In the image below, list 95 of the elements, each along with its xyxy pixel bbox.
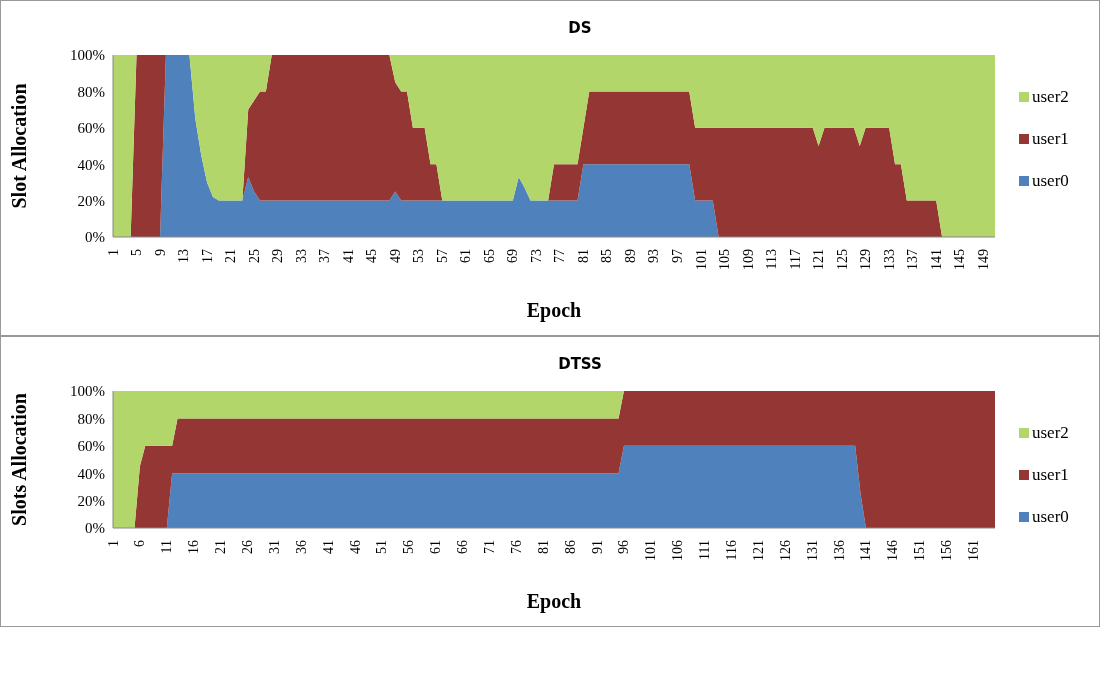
x-tick-label: 121 [811,249,827,270]
y-tick-label: 0% [85,520,105,537]
x-tick-label: 9 [152,249,168,256]
x-tick-label: 17 [199,249,215,263]
x-tick-label: 51 [374,540,390,554]
x-tick-label: 57 [434,249,450,263]
x-tick-label: 106 [670,540,686,561]
x-tick-label: 16 [186,540,202,554]
x-tick-label: 117 [787,249,803,270]
x-tick-label: 1 [105,540,121,547]
x-tick-label: 101 [693,249,709,270]
y-axis-title: Slots Allocation [8,393,31,526]
x-tick-label: 149 [975,249,991,270]
x-tick-label: 21 [213,540,229,554]
x-tick-label: 125 [834,249,850,270]
legend-label: user1 [1032,465,1069,485]
legend-label: user0 [1032,171,1069,191]
x-tick-label: 61 [428,540,444,554]
x-tick-label: 37 [317,249,333,263]
x-tick-label: 77 [552,249,568,263]
x-tick-label: 11 [159,540,175,554]
x-tick-label: 81 [535,540,551,554]
legend-label: user1 [1032,129,1069,149]
x-tick-label: 33 [293,249,309,263]
x-tick-label: 141 [928,249,944,270]
x-tick-label: 85 [599,249,615,263]
x-tick-label: 136 [831,540,847,561]
x-tick-label: 46 [347,540,363,554]
x-tick-label: 25 [246,249,262,263]
legend-label: user2 [1032,87,1069,107]
x-tick-label: 131 [804,540,820,561]
x-tick-label: 56 [401,540,417,554]
x-tick-label: 29 [270,249,286,263]
x-tick-label: 36 [293,540,309,554]
y-tick-label: 100% [70,383,105,400]
x-tick-label: 156 [939,540,955,561]
x-tick-label: 146 [885,540,901,561]
x-tick-label: 6 [132,540,148,547]
y-axis-title: Slot Allocation [8,83,31,209]
x-axis-title: Epoch [526,299,582,322]
y-tick-label: 0% [85,229,105,246]
y-tick-label: 20% [77,192,105,209]
y-tick-label: 80% [77,410,105,427]
x-tick-label: 116 [723,540,739,561]
x-tick-label: 91 [589,540,605,554]
legend-label: user0 [1032,507,1069,527]
x-tick-label: 133 [881,249,897,270]
legend-label: user2 [1032,423,1069,443]
x-tick-label: 145 [952,249,968,270]
x-tick-label: 13 [176,249,192,263]
x-tick-label: 81 [575,249,591,263]
x-tick-label: 1 [105,249,121,256]
x-tick-label: 73 [528,249,544,263]
chart-title: DS [567,19,593,37]
x-tick-label: 21 [223,249,239,263]
chart-title: DTSS [557,355,603,373]
x-tick-label: 53 [411,249,427,263]
x-tick-label: 66 [455,540,471,554]
y-tick-label: 40% [77,156,105,173]
x-tick-label: 45 [364,249,380,263]
x-tick-label: 5 [129,249,145,256]
x-tick-label: 137 [905,249,921,270]
x-tick-label: 161 [965,540,981,561]
x-tick-label: 89 [622,249,638,263]
x-tick-label: 151 [912,540,928,561]
y-tick-label: 20% [77,492,105,509]
x-tick-label: 41 [320,540,336,554]
x-tick-label: 31 [266,540,282,554]
y-tick-label: 40% [77,465,105,482]
x-tick-label: 101 [643,540,659,561]
x-tick-label: 109 [740,249,756,270]
x-tick-label: 76 [508,540,524,554]
x-tick-label: 129 [858,249,874,270]
x-tick-label: 71 [481,540,497,554]
x-tick-label: 26 [239,540,255,554]
x-tick-label: 49 [387,249,403,263]
x-tick-label: 141 [858,540,874,561]
x-tick-label: 121 [750,540,766,561]
x-tick-label: 113 [764,249,780,270]
y-tick-label: 100% [70,47,105,64]
x-tick-label: 96 [616,540,632,554]
x-tick-label: 65 [481,249,497,263]
x-tick-label: 61 [458,249,474,263]
x-tick-label: 93 [646,249,662,263]
x-tick-label: 41 [340,249,356,263]
x-tick-label: 97 [669,249,685,263]
y-tick-label: 60% [77,120,105,137]
y-tick-label: 60% [77,438,105,455]
x-tick-label: 69 [505,249,521,263]
x-tick-label: 86 [562,540,578,554]
x-axis-title: Epoch [526,590,582,613]
x-tick-label: 126 [777,540,793,561]
x-tick-label: 105 [717,249,733,270]
y-tick-label: 80% [77,83,105,100]
x-tick-label: 111 [697,540,713,560]
